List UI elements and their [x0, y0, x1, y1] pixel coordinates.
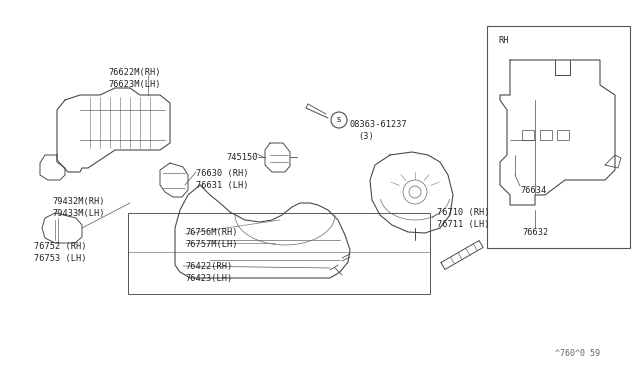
Text: 76632: 76632: [522, 228, 548, 237]
Bar: [540, 130, 552, 140]
Text: 76630 (RH): 76630 (RH): [196, 169, 248, 178]
Bar: [128, 213, 430, 294]
Text: 76631 (LH): 76631 (LH): [196, 181, 248, 190]
Text: 76711 (LH): 76711 (LH): [437, 220, 490, 229]
Text: 79432M(RH): 79432M(RH): [52, 197, 104, 206]
Text: 76423(LH): 76423(LH): [185, 274, 232, 283]
Text: 76752 (RH): 76752 (RH): [34, 242, 86, 251]
Text: 745150: 745150: [226, 153, 257, 162]
Text: 76710 (RH): 76710 (RH): [437, 208, 490, 217]
Bar: [487, 26, 630, 248]
Text: 76622M(RH): 76622M(RH): [108, 68, 161, 77]
Text: RH: RH: [498, 36, 509, 45]
Text: 76753 (LH): 76753 (LH): [34, 254, 86, 263]
Text: 76756M(RH): 76756M(RH): [185, 228, 237, 237]
Bar: [522, 130, 534, 140]
Text: 76422(RH): 76422(RH): [185, 262, 232, 271]
Text: S: S: [337, 117, 341, 123]
Text: ^760^0 59: ^760^0 59: [555, 349, 600, 358]
Text: 79433M(LH): 79433M(LH): [52, 209, 104, 218]
Text: (3): (3): [358, 132, 374, 141]
Text: 76757M(LH): 76757M(LH): [185, 240, 237, 249]
Text: 76634: 76634: [520, 186, 547, 195]
Text: 08363-61237: 08363-61237: [350, 120, 408, 129]
Text: 76623M(LH): 76623M(LH): [108, 80, 161, 89]
Bar: [557, 130, 569, 140]
Text: S: S: [337, 117, 341, 123]
